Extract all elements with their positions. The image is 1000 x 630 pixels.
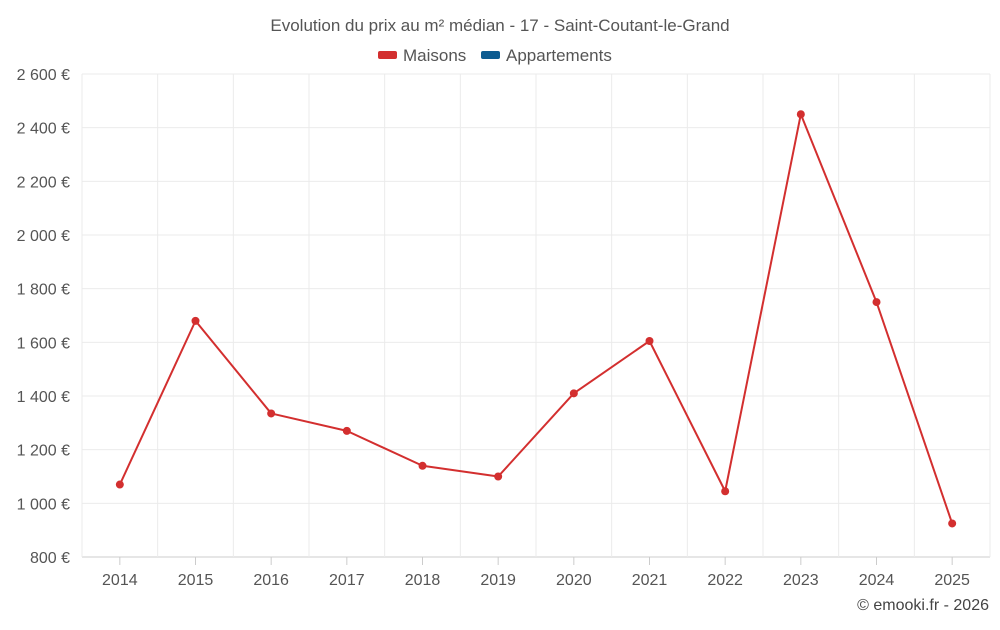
x-tick-label: 2016 (253, 572, 289, 589)
data-point-maisons (267, 409, 276, 418)
chart-title: Evolution du prix au m² médian - 17 - Sa… (270, 16, 729, 35)
x-tick-label: 2020 (556, 572, 592, 589)
x-tick-label: 2023 (783, 572, 819, 589)
data-point-maisons (115, 480, 124, 489)
legend: Maisons Appartements (378, 46, 612, 65)
x-tick-label: 2015 (178, 572, 214, 589)
y-axis: 800 € 1 000 € 1 200 € 1 400 € 1 600 € 1 800 €… (17, 67, 70, 567)
data-point-maisons (418, 461, 427, 470)
credit-text: © emooki.fr - 2026 (857, 597, 989, 614)
x-tick-label: 2025 (934, 572, 970, 589)
data-point-maisons (721, 487, 730, 496)
x-tick-label: 2017 (329, 572, 365, 589)
data-point-maisons (948, 519, 957, 528)
data-point-maisons (645, 336, 654, 345)
x-tick-label: 2024 (859, 572, 895, 589)
data-point-maisons (872, 298, 881, 307)
y-tick-label: 1 400 € (17, 389, 70, 406)
data-point-maisons (796, 110, 805, 119)
data-point-maisons (342, 426, 351, 435)
y-tick-label: 800 € (30, 550, 70, 567)
y-tick-label: 2 400 € (17, 121, 70, 138)
x-tick-label: 2018 (405, 572, 441, 589)
x-tick-label: 2022 (707, 572, 743, 589)
legend-item-appartements[interactable]: Appartements (481, 46, 612, 65)
data-point-maisons (191, 316, 200, 325)
legend-label-maisons: Maisons (403, 46, 466, 65)
y-tick-label: 2 000 € (17, 228, 70, 245)
y-tick-label: 2 600 € (17, 67, 70, 84)
data-point-maisons (494, 472, 503, 481)
legend-item-maisons[interactable]: Maisons (378, 46, 466, 65)
data-point-maisons (569, 389, 578, 398)
y-tick-label: 1 800 € (17, 282, 70, 299)
series-layer (115, 110, 957, 528)
legend-swatch-appartements (481, 51, 500, 59)
series-line-maisons (118, 113, 954, 524)
x-tick-label: 2014 (102, 572, 138, 589)
x-tick-label: 2021 (632, 572, 668, 589)
y-tick-label: 1 200 € (17, 443, 70, 460)
legend-swatch-maisons (378, 51, 397, 59)
y-tick-label: 1 000 € (17, 496, 70, 513)
grid-lines (81, 73, 991, 558)
y-tick-label: 2 200 € (17, 174, 70, 191)
y-tick-label: 1 600 € (17, 335, 70, 352)
legend-label-appartements: Appartements (506, 46, 612, 65)
x-tick-label: 2019 (480, 572, 516, 589)
x-axis: 2014 2015 2016 2017 2018 2019 2020 2021 2022 2023… (102, 557, 970, 589)
